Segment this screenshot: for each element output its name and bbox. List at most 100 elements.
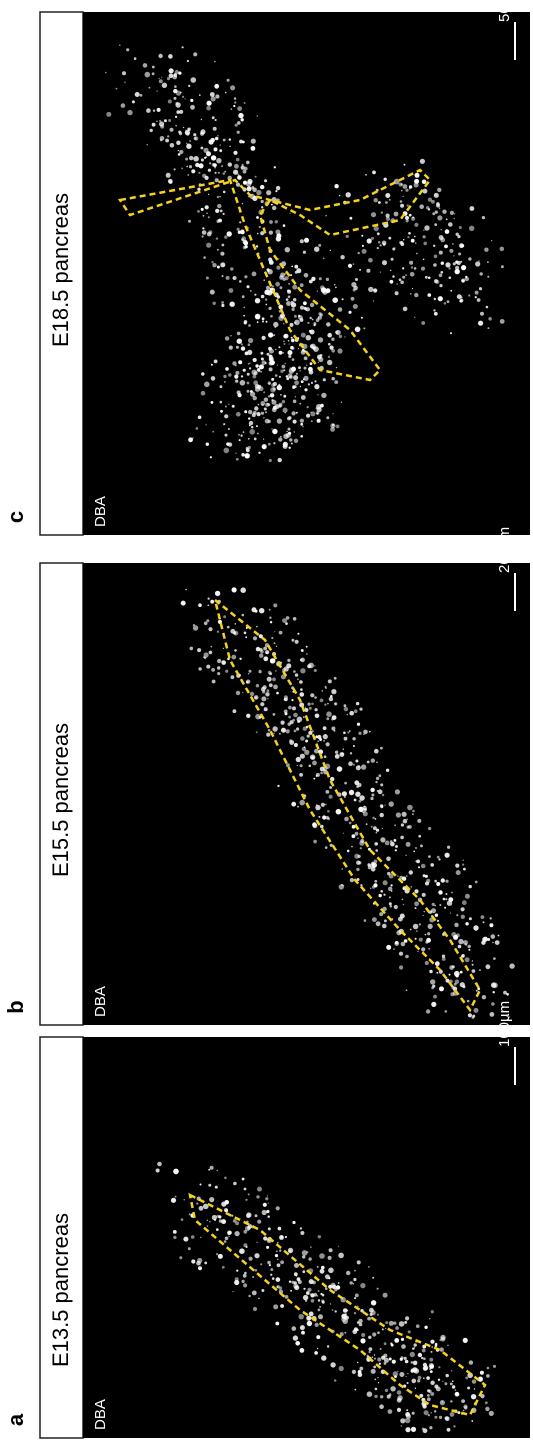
tissue bbox=[275, 1254, 278, 1257]
tissue bbox=[373, 1366, 376, 1369]
tissue bbox=[244, 1188, 247, 1191]
tissue bbox=[385, 193, 390, 198]
tissue bbox=[214, 61, 216, 63]
tissue bbox=[403, 196, 404, 197]
tissue bbox=[147, 144, 148, 145]
tissue bbox=[402, 276, 405, 279]
tissue bbox=[262, 1210, 267, 1215]
tissue bbox=[285, 1236, 287, 1238]
tissue bbox=[359, 1323, 363, 1327]
tissue bbox=[238, 113, 243, 118]
tissue bbox=[208, 605, 210, 607]
tissue bbox=[306, 653, 307, 654]
tissue bbox=[277, 418, 282, 423]
tissue bbox=[418, 835, 421, 838]
tissue bbox=[323, 734, 328, 739]
tissue bbox=[314, 696, 317, 699]
tissue bbox=[268, 381, 271, 384]
tissue bbox=[300, 318, 304, 322]
tissue bbox=[245, 1199, 247, 1201]
tissue bbox=[348, 761, 353, 766]
tissue bbox=[399, 1372, 404, 1377]
tissue bbox=[442, 1381, 443, 1382]
tissue bbox=[406, 875, 408, 877]
tissue bbox=[468, 949, 470, 951]
tissue bbox=[425, 276, 428, 279]
tissue bbox=[393, 1371, 398, 1376]
tissue bbox=[356, 765, 361, 770]
tissue bbox=[312, 730, 314, 732]
tissue bbox=[267, 353, 270, 356]
tissue bbox=[322, 1301, 325, 1304]
tissue bbox=[208, 194, 209, 195]
tissue bbox=[266, 321, 268, 323]
tissue bbox=[210, 1166, 214, 1170]
tissue bbox=[357, 838, 358, 839]
tissue bbox=[415, 860, 417, 862]
tissue bbox=[465, 922, 468, 925]
tissue bbox=[475, 261, 480, 266]
tissue bbox=[268, 1227, 271, 1230]
tissue bbox=[273, 733, 274, 734]
tissue bbox=[282, 365, 286, 369]
tissue bbox=[428, 924, 433, 929]
tissue bbox=[297, 720, 300, 723]
tissue bbox=[215, 209, 219, 213]
tissue bbox=[283, 334, 287, 338]
tissue bbox=[363, 730, 368, 735]
tissue bbox=[420, 159, 425, 164]
tissue bbox=[300, 239, 304, 243]
tissue bbox=[292, 1221, 295, 1224]
tissue bbox=[410, 1352, 415, 1357]
tissue bbox=[308, 663, 314, 669]
tissue bbox=[456, 914, 458, 916]
tissue bbox=[233, 709, 237, 713]
tissue bbox=[354, 1297, 356, 1299]
tissue bbox=[339, 335, 342, 338]
tissue bbox=[447, 901, 452, 906]
tissue bbox=[360, 847, 362, 849]
tissue bbox=[428, 293, 432, 297]
tissue bbox=[319, 738, 322, 741]
tissue bbox=[175, 116, 177, 118]
tissue bbox=[409, 870, 413, 874]
tissue bbox=[185, 130, 187, 132]
tissue bbox=[241, 166, 245, 170]
tissue bbox=[270, 621, 272, 623]
tissue bbox=[284, 710, 288, 714]
tissue bbox=[256, 684, 259, 687]
tissue bbox=[346, 235, 349, 238]
tissue bbox=[323, 378, 326, 381]
tissue bbox=[441, 878, 445, 882]
tissue bbox=[378, 1382, 379, 1383]
tissue bbox=[201, 147, 204, 150]
tissue bbox=[349, 790, 354, 795]
tissue bbox=[300, 1348, 305, 1353]
tissue bbox=[376, 762, 377, 763]
tissue bbox=[223, 213, 225, 215]
tissue bbox=[444, 907, 446, 909]
tissue bbox=[210, 456, 212, 458]
tissue bbox=[229, 138, 231, 140]
tissue bbox=[246, 681, 249, 684]
tissue bbox=[279, 1286, 282, 1289]
tissue bbox=[356, 785, 359, 788]
tissue bbox=[410, 293, 411, 294]
tissue bbox=[377, 1331, 380, 1334]
tissue bbox=[300, 692, 305, 697]
tissue bbox=[431, 1412, 432, 1413]
tissue bbox=[380, 813, 384, 817]
tissue bbox=[465, 957, 470, 962]
tissue bbox=[246, 448, 250, 452]
tissue bbox=[336, 809, 342, 815]
tissue bbox=[450, 1383, 453, 1386]
tissue bbox=[401, 190, 403, 192]
tissue bbox=[276, 266, 280, 270]
tissue bbox=[429, 970, 432, 973]
tissue bbox=[462, 864, 464, 866]
tissue bbox=[461, 265, 466, 270]
tissue bbox=[400, 1418, 405, 1423]
tissue bbox=[291, 339, 295, 343]
tissue bbox=[306, 646, 308, 648]
tissue bbox=[434, 193, 439, 198]
